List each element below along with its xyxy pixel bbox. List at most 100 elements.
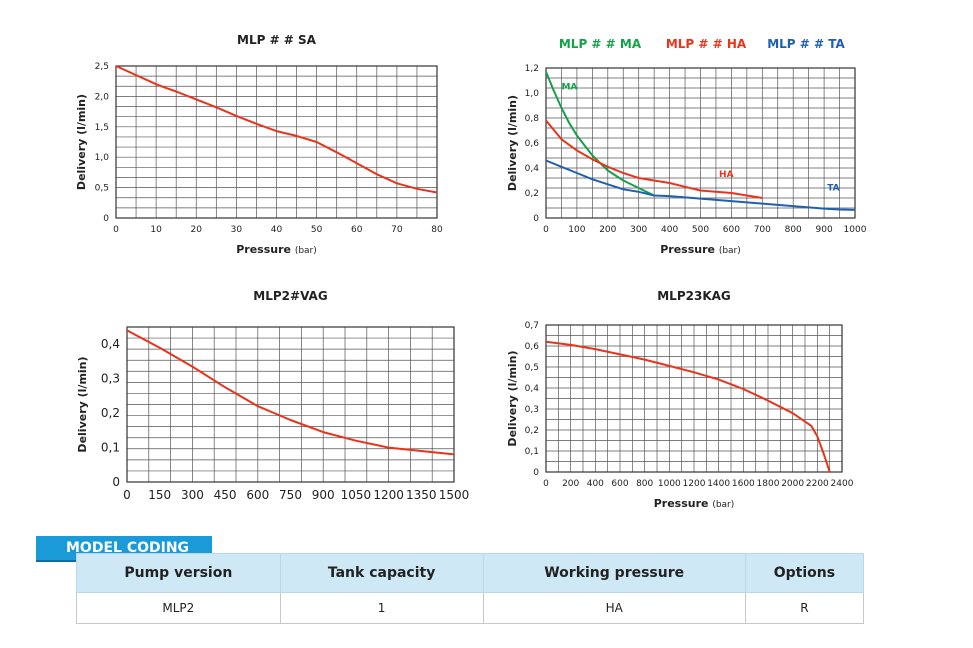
chart1-frame: [115, 65, 438, 219]
value-working-pressure: HA: [482, 592, 746, 624]
chart3-x-tick-label: 1050: [341, 488, 372, 502]
chart2-series-line-ma: [545, 71, 655, 197]
chart2-y-tick-label: 0,8: [525, 114, 540, 124]
chart4-x-axis-label-text: Pressure: [654, 497, 713, 510]
chart2-series-line-ta: [545, 159, 856, 211]
chart3-y-tick-label: 0,2: [101, 406, 120, 420]
chart4-x-tick-label: 1600: [732, 479, 755, 489]
chart2-legend-entry-2: MLP # # HA: [666, 37, 747, 51]
chart3-x-tick-label: 900: [312, 488, 335, 502]
chart1-y-axis-label: Delivery (l/min): [75, 94, 88, 190]
model-coding-header-row: Pump version Tank capacity Working press…: [76, 553, 865, 593]
chart4-x-tick-label: 1000: [658, 479, 681, 489]
chart2-x-axis-label-text: Pressure: [660, 243, 719, 256]
chart2-x-tick-label: 700: [754, 225, 771, 235]
chart4-x-tick-label: 600: [611, 479, 628, 489]
chart4-x-tick-label: 0: [543, 479, 549, 489]
chart1-y-tick-label: 2,0: [95, 92, 110, 102]
chart1-series-line-1: [115, 65, 438, 194]
chart1-x-axis-label-text: Pressure: [236, 243, 295, 256]
chart2-legend-entry-3: MLP # # TA: [767, 37, 845, 51]
chart1-x-tick-label: 40: [271, 225, 283, 235]
chart3-x-tick-label: 750: [279, 488, 302, 502]
chart2-x-tick-label: 1000: [844, 225, 867, 235]
header-pump-version: Pump version: [76, 553, 281, 593]
header-working-pressure: Working pressure: [482, 553, 746, 593]
chart1-x-tick-label: 0: [113, 225, 119, 235]
chart1-x-tick-label: 60: [351, 225, 363, 235]
model-coding-table: Pump version Tank capacity Working press…: [76, 553, 865, 624]
chart3-y-tick-label: 0,1: [101, 441, 120, 455]
chart4-y-tick-label: 0,7: [525, 321, 539, 331]
chart4-series-line-1: [545, 340, 831, 473]
chart3-x-tick-label: 300: [181, 488, 204, 502]
chart1-x-tick-label: 80: [431, 225, 443, 235]
chart1-y-tick-label: 0,5: [95, 184, 109, 194]
chart2-legend-entry-1: MLP # # MA: [559, 37, 642, 51]
chart3-series-line-1: [126, 329, 455, 456]
chart3-x-tick-label: 1500: [439, 488, 470, 502]
chart2-x-tick-label: 500: [692, 225, 709, 235]
chart1-x-tick-label: 30: [231, 225, 243, 235]
chart1-title: MLP # # SA: [237, 33, 317, 47]
chart2-frame: [545, 67, 856, 219]
chart2-curve-label-ta: TA: [827, 184, 839, 194]
chart2-y-tick-label: 0,4: [525, 164, 540, 174]
chart2-x-tick-label: 900: [816, 225, 833, 235]
chart1-y-tick-label: 1,5: [95, 123, 109, 133]
chart2-x-tick-label: 400: [661, 225, 678, 235]
chart4-x-axis-unit: (bar): [712, 500, 734, 510]
chart2-x-tick-label: 200: [599, 225, 616, 235]
chart2-y-tick-label: 0,2: [525, 189, 539, 199]
chart4-x-tick-label: 2200: [806, 479, 829, 489]
chart4-x-tick-label: 1800: [757, 479, 780, 489]
chart1-y-tick-label: 1,0: [95, 153, 110, 163]
chart4-y-tick-label: 0,6: [525, 342, 540, 352]
chart2-series-line-ha: [545, 119, 763, 199]
chart3-x-tick-label: 150: [148, 488, 171, 502]
value-tank-capacity: 1: [279, 592, 484, 624]
chart4-x-tick-label: 2000: [781, 479, 804, 489]
chart4-frame: [545, 324, 843, 473]
chart3-y-tick-label: 0: [112, 475, 120, 489]
chart4-x-tick-label: 400: [587, 479, 604, 489]
chart2-x-tick-label: 0: [543, 225, 549, 235]
chart1-x-tick-label: 70: [391, 225, 403, 235]
chart3-x-tick-label: 1200: [373, 488, 404, 502]
chart1-x-tick-label: 20: [191, 225, 203, 235]
chart2-y-tick-label: 0: [533, 214, 539, 224]
model-coding-value-row: MLP2 1 HA R: [76, 592, 865, 624]
chart4-x-tick-label: 1400: [707, 479, 730, 489]
value-pump-version: MLP2: [76, 592, 281, 624]
chart2-curve-label-ha: HA: [719, 170, 734, 180]
value-options: R: [744, 592, 865, 624]
chart3-title: MLP2#VAG: [253, 289, 327, 303]
chart1-y-tick-label: 2,5: [95, 62, 109, 72]
chart4-x-tick-label: 2400: [831, 479, 854, 489]
chart2-x-axis-label: Pressure (bar): [660, 243, 741, 256]
chart3-x-tick-label: 450: [214, 488, 237, 502]
chart2-x-axis-unit: (bar): [719, 246, 741, 256]
chart1-x-axis-label: Pressure (bar): [236, 243, 317, 256]
chart3-y-tick-label: 0,3: [101, 372, 120, 386]
chart3-x-tick-label: 1350: [406, 488, 437, 502]
chart2-x-tick-label: 100: [568, 225, 585, 235]
chart4-x-axis-label: Pressure (bar): [654, 497, 735, 510]
chart4-y-axis-label: Delivery (l/min): [506, 350, 519, 446]
chart4-y-tick-label: 0,2: [525, 426, 539, 436]
chart1-x-tick-label: 50: [311, 225, 323, 235]
chart2-y-tick-label: 1,0: [525, 89, 540, 99]
chart4-y-tick-label: 0: [533, 468, 539, 478]
chart4-y-tick-label: 0,1: [525, 447, 539, 457]
chart4-x-tick-label: 800: [636, 479, 653, 489]
chart1-x-axis-unit: (bar): [295, 246, 317, 256]
header-tank-capacity: Tank capacity: [279, 553, 484, 593]
chart3-y-tick-label: 0,4: [101, 337, 120, 351]
chart4-x-tick-label: 200: [562, 479, 579, 489]
chart4-y-tick-label: 0,5: [525, 363, 539, 373]
chart2-curve-label-ma: MA: [561, 82, 577, 92]
chart3-y-axis-label: Delivery (l/min): [76, 356, 89, 452]
chart2-x-tick-label: 300: [630, 225, 647, 235]
chart1-x-tick-label: 10: [150, 225, 162, 235]
